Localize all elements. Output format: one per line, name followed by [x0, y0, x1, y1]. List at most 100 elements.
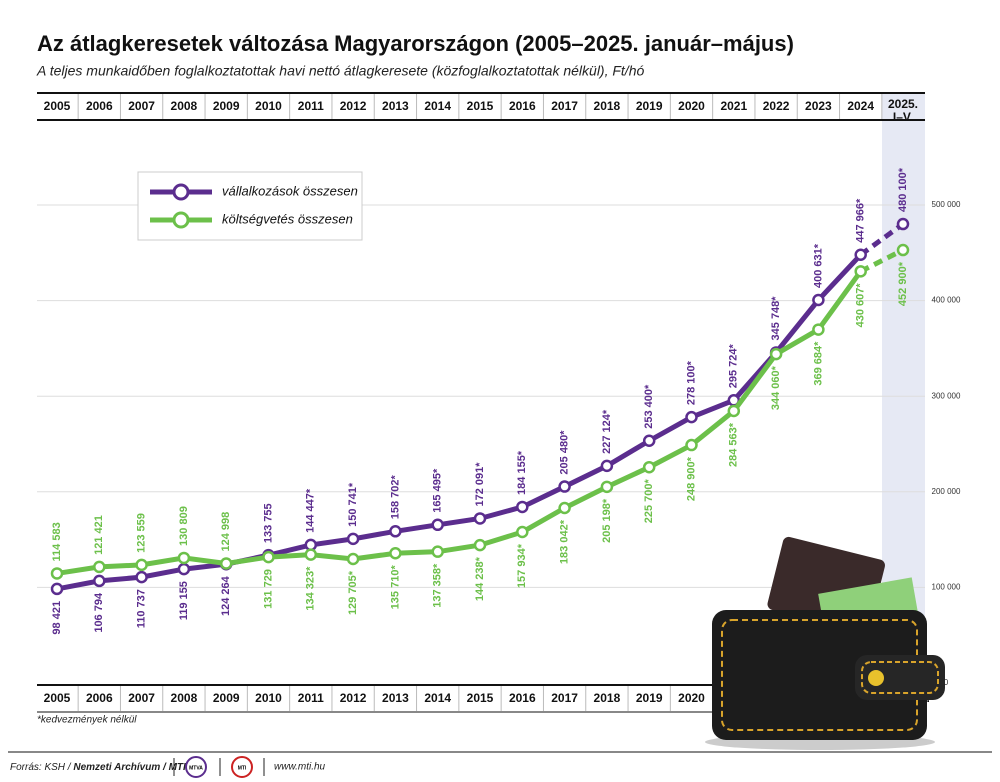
point — [50, 567, 64, 580]
point — [177, 551, 191, 565]
footnote: *kedvezmények nélkül — [37, 715, 137, 726]
data-label: 124 264 — [220, 575, 232, 616]
x-tick-label: 2023 — [805, 99, 832, 113]
x-tick-label: 2010 — [255, 691, 282, 705]
point — [346, 552, 360, 566]
data-label: 400 631* — [812, 243, 824, 288]
data-label: 205 480* — [559, 430, 571, 475]
y-tick-label: 400 000 — [932, 296, 961, 305]
data-label: 123 559 — [136, 513, 148, 553]
data-label: 98 421 — [51, 601, 63, 635]
point — [558, 501, 571, 515]
point — [431, 518, 444, 532]
x-tick-label: 2014 — [424, 691, 451, 705]
data-label: 344 060* — [770, 365, 782, 410]
x-tick-label: 2005 — [43, 99, 71, 113]
data-label: 172 091* — [474, 462, 486, 507]
data-label: 114 583 — [51, 522, 63, 561]
point — [558, 480, 571, 493]
data-label: 129 705* — [347, 570, 359, 615]
legend-marker — [172, 211, 190, 229]
y-tick-label: 300 000 — [932, 391, 961, 400]
data-label: 106 794 — [93, 592, 105, 633]
legend-marker — [172, 183, 190, 201]
data-label: 157 934* — [516, 543, 528, 588]
x-tick-label: 2022 — [762, 99, 790, 113]
x-tick-label: 2018 — [594, 691, 621, 705]
y-tick-label: 500 000 — [932, 200, 961, 209]
data-label: 295 724* — [728, 344, 740, 389]
data-label: 119 155 — [178, 581, 190, 620]
x-tick-label: 2013 — [382, 691, 409, 705]
point — [769, 347, 783, 361]
data-label: 447 966* — [855, 198, 867, 243]
button — [868, 670, 884, 686]
data-label: 121 421 — [93, 515, 105, 555]
line-dashed — [859, 247, 905, 274]
x-tick-label: 2006 — [85, 99, 113, 113]
x-tick-label: 2009 — [212, 99, 240, 113]
wallet-body — [712, 610, 927, 740]
x-tick-label: 2021 — [720, 99, 748, 113]
point — [262, 550, 275, 564]
data-label: 253 400* — [643, 384, 655, 429]
data-label: 131 729 — [262, 569, 274, 609]
data-label: 452 900* — [897, 261, 909, 306]
line-dashed — [859, 222, 905, 257]
data-label: 184 155* — [516, 450, 528, 495]
chart-subtitle: A teljes munkaidőben foglalkoztatottak h… — [36, 63, 644, 79]
data-label: 133 755 — [262, 503, 274, 543]
legend: vállalkozások összesen költségvetés össze… — [137, 171, 363, 241]
point — [389, 525, 402, 538]
point — [642, 460, 656, 474]
x-tick-label: 2020 — [678, 99, 705, 113]
data-label: 278 100* — [685, 360, 697, 405]
point — [727, 404, 741, 418]
y-tick-label: 100 000 — [932, 583, 961, 592]
point — [812, 293, 825, 307]
point — [219, 557, 233, 570]
x-tick-label: 2020 — [678, 691, 705, 705]
x-tick-label: 2006 — [86, 691, 113, 705]
x-tick-label: 2024 — [847, 99, 875, 113]
x-tick-label: 2011 — [298, 691, 324, 705]
x-tick-label: 2013 — [382, 99, 409, 113]
point — [896, 243, 910, 257]
x-tick-label: 2016 — [508, 99, 536, 113]
data-label: 144 238* — [474, 556, 486, 601]
x-tick-label: 2017 — [551, 99, 578, 113]
point — [177, 562, 191, 576]
x-tick-label: 2015 — [467, 691, 494, 705]
source-part: Forrás: KSH / — [10, 762, 72, 773]
data-label: 227 124* — [601, 409, 613, 454]
data-label: 430 607* — [855, 283, 867, 328]
data-label: 248 900* — [685, 456, 697, 501]
x-tick-label: 2007 — [128, 99, 155, 113]
point — [896, 217, 910, 231]
point — [685, 410, 698, 424]
point — [600, 480, 614, 494]
x-tick-label: 2016 — [509, 691, 536, 705]
chart-title: Az átlagkeresetek változása Magyarország… — [37, 31, 794, 56]
wallet — [705, 536, 945, 750]
data-label: 183 042* — [559, 519, 571, 564]
x-tick-label: 2019 — [635, 99, 663, 113]
data-label: 369 684* — [812, 341, 824, 386]
point — [431, 545, 444, 558]
x-tick-label: 2007 — [128, 691, 155, 705]
data-label: 284 563* — [728, 422, 740, 467]
source-part: Nemzeti Archívum / MTI — [73, 762, 186, 773]
point — [473, 538, 487, 552]
logo — [185, 756, 207, 778]
x-tick-label: 2011 — [297, 99, 324, 113]
url: www.mti.hu — [274, 762, 326, 773]
x-tick-label: 2009 — [213, 691, 240, 705]
legend-label: költségvetés összesen — [222, 211, 353, 226]
legend-box — [137, 171, 363, 241]
point — [93, 560, 106, 574]
x-tick-label: 2012 — [339, 99, 367, 113]
point — [516, 525, 529, 539]
x-tick-label: 2008 — [171, 691, 198, 705]
point — [642, 434, 656, 447]
